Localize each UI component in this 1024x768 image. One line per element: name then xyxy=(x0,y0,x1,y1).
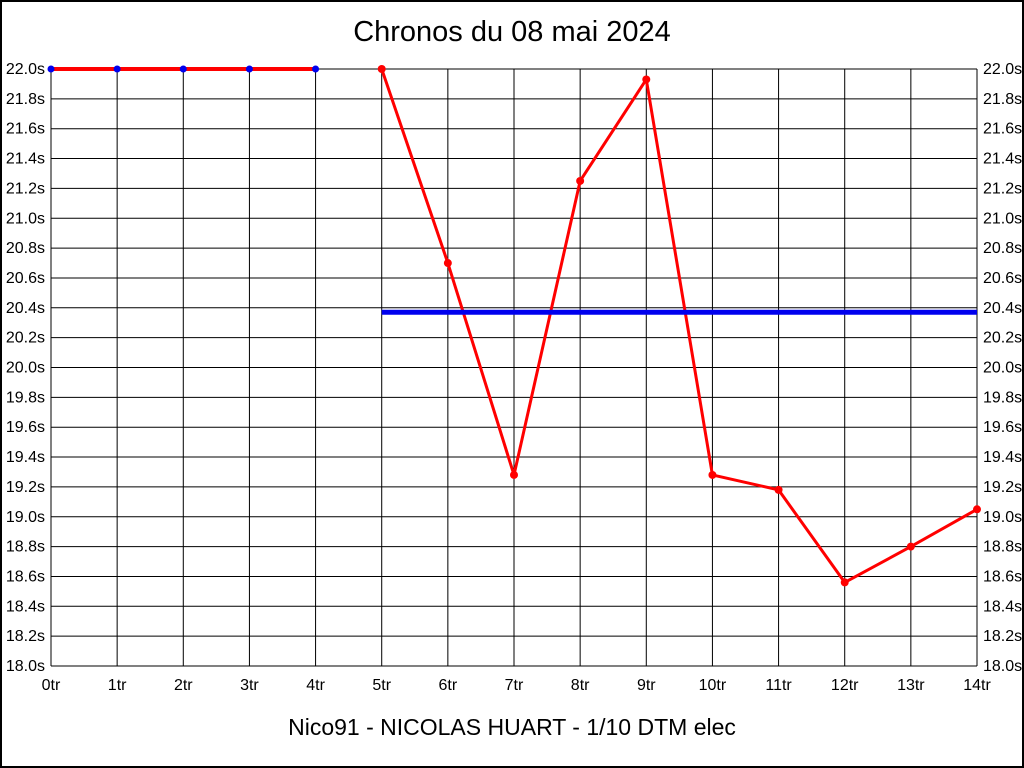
y-tick-label-right: 21.2s xyxy=(983,180,1022,197)
y-tick-label-right: 21.0s xyxy=(983,210,1022,227)
x-tick-label: 14tr xyxy=(963,677,991,694)
y-tick-label-left: 18.4s xyxy=(6,598,45,615)
x-tick-label: 0tr xyxy=(42,677,61,694)
y-tick-label-left: 19.4s xyxy=(6,449,45,466)
y-tick-label-left: 20.0s xyxy=(6,360,45,377)
x-tick-label: 11tr xyxy=(765,677,792,694)
y-tick-label-right: 19.6s xyxy=(983,419,1022,436)
lap-times-marker xyxy=(377,65,386,73)
y-tick-label-right: 19.4s xyxy=(983,449,1022,466)
opening-laps-at-cap-marker xyxy=(47,65,55,73)
y-tick-label-right: 20.6s xyxy=(983,270,1022,287)
y-tick-label-right: 18.4s xyxy=(983,598,1022,615)
x-tick-label: 6tr xyxy=(439,677,458,694)
y-tick-label-left: 19.0s xyxy=(6,509,45,526)
y-tick-label-left: 20.2s xyxy=(6,330,45,347)
lap-times-marker xyxy=(973,505,981,514)
y-tick-label-left: 21.0s xyxy=(6,210,45,227)
opening-laps-at-cap-marker xyxy=(113,65,121,73)
lap-times-marker xyxy=(774,485,783,494)
chart-caption: Nico91 - NICOLAS HUART - 1/10 DTM elec xyxy=(288,714,736,740)
y-tick-label-right: 21.6s xyxy=(983,121,1022,138)
y-tick-label-right: 20.0s xyxy=(983,360,1022,377)
y-tick-label-left: 21.8s xyxy=(6,91,45,108)
y-tick-label-right: 18.6s xyxy=(983,568,1022,585)
x-tick-label: 13tr xyxy=(897,677,925,694)
y-tick-label-left: 18.8s xyxy=(6,539,45,556)
lap-times-marker xyxy=(443,259,452,268)
chart-title: Chronos du 08 mai 2024 xyxy=(353,16,671,48)
y-tick-label-right: 22.0s xyxy=(983,61,1022,78)
y-tick-label-right: 19.8s xyxy=(983,389,1022,406)
y-tick-label-left: 19.8s xyxy=(6,389,45,406)
y-tick-label-left: 20.4s xyxy=(6,300,45,317)
x-tick-label: 7tr xyxy=(505,677,524,694)
y-tick-label-left: 18.2s xyxy=(6,628,45,645)
lap-times-marker xyxy=(906,542,915,551)
lap-times-line xyxy=(380,67,979,584)
x-tick-label: 12tr xyxy=(831,677,859,694)
opening-laps-at-cap-marker xyxy=(245,65,253,73)
y-tick-label-left: 21.4s xyxy=(6,151,45,168)
lap-times-marker xyxy=(708,470,717,479)
y-tick-label-left: 21.2s xyxy=(6,180,45,197)
y-tick-label-right: 18.2s xyxy=(983,628,1022,645)
y-tick-label-right: 20.2s xyxy=(983,330,1022,347)
lap-times-marker xyxy=(576,176,585,185)
y-tick-label-right: 18.8s xyxy=(983,539,1022,556)
y-tick-label-left: 21.6s xyxy=(6,121,45,138)
y-tick-label-left: 20.6s xyxy=(6,270,45,287)
y-tick-label-right: 19.2s xyxy=(983,479,1022,496)
x-tick-label: 10tr xyxy=(699,677,727,694)
y-tick-label-right: 20.8s xyxy=(983,240,1022,257)
opening-laps-at-cap-marker xyxy=(179,65,187,73)
y-tick-label-right: 20.4s xyxy=(983,300,1022,317)
x-tick-label: 2tr xyxy=(174,677,193,694)
y-tick-label-left: 19.2s xyxy=(6,479,45,496)
x-tick-label: 9tr xyxy=(637,677,656,694)
x-tick-label: 4tr xyxy=(306,677,325,694)
opening-laps-at-cap-marker xyxy=(312,65,320,73)
x-tick-label: 5tr xyxy=(372,677,391,694)
lap-times-marker xyxy=(510,470,518,479)
y-tick-label-left: 22.0s xyxy=(6,61,45,78)
y-tick-label-left: 18.6s xyxy=(6,568,45,585)
y-tick-label-right: 21.4s xyxy=(983,151,1022,168)
x-tick-label: 3tr xyxy=(240,677,259,694)
y-tick-label-left: 20.8s xyxy=(6,240,45,257)
y-tick-label-right: 21.8s xyxy=(983,91,1022,108)
lap-times-marker xyxy=(840,578,849,587)
y-tick-label-right: 19.0s xyxy=(983,509,1022,526)
x-tick-label: 1tr xyxy=(108,677,127,694)
x-tick-label: 8tr xyxy=(571,677,590,694)
lap-times-marker xyxy=(642,75,651,84)
y-tick-label-right: 18.0s xyxy=(983,658,1022,675)
y-tick-label-left: 18.0s xyxy=(6,658,45,675)
y-tick-label-left: 19.6s xyxy=(6,419,45,436)
